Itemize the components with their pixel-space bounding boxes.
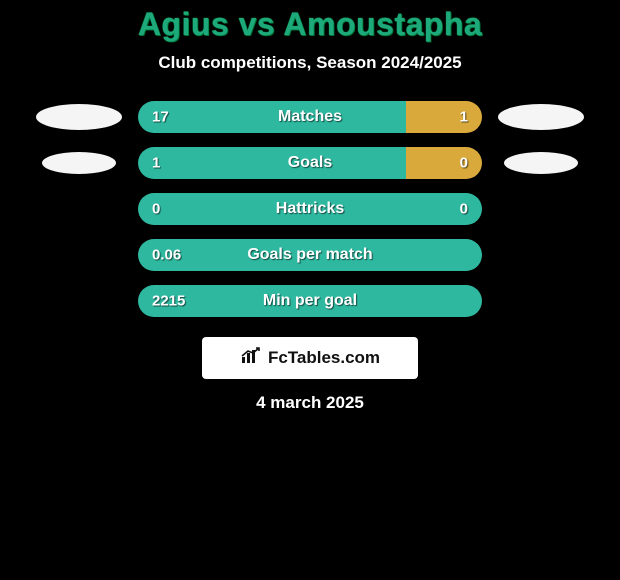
stat-row: 0.06 Goals per match [0, 239, 620, 271]
right-club-logo [498, 148, 584, 178]
bar-right-segment [406, 101, 482, 133]
stat-bar: 17 Matches 1 [138, 101, 482, 133]
stat-value-right: 0 [460, 155, 468, 172]
stat-row: 2215 Min per goal [0, 285, 620, 317]
stat-value-right: 0 [460, 201, 468, 218]
ellipse-icon [42, 152, 116, 174]
stat-row: 0 Hattricks 0 [0, 193, 620, 225]
stat-value-left: 2215 [152, 293, 185, 310]
stat-bar: 1 Goals 0 [138, 147, 482, 179]
stat-rows: 17 Matches 1 1 Goals 0 0 Hattricks 0 0.06 Goals pe… [0, 101, 620, 317]
stat-value-left: 0.06 [152, 247, 181, 264]
bar-left-segment [138, 101, 406, 133]
chart-icon [240, 347, 262, 370]
stat-value-left: 1 [152, 155, 160, 172]
bar-left-segment [138, 147, 406, 179]
date-text: 4 march 2025 [0, 393, 620, 413]
brand-badge: FcTables.com [202, 337, 418, 379]
stat-value-left: 0 [152, 201, 160, 218]
bar-right-segment [406, 147, 482, 179]
stat-value-left: 17 [152, 109, 169, 126]
stat-label: Goals [288, 154, 332, 172]
page-title: Agius vs Amoustapha [0, 6, 620, 43]
stat-label: Matches [278, 108, 342, 126]
stat-row: 17 Matches 1 [0, 101, 620, 133]
stat-label: Min per goal [263, 292, 357, 310]
right-club-logo [498, 102, 584, 132]
stat-bar: 0 Hattricks 0 [138, 193, 482, 225]
left-club-logo [36, 102, 122, 132]
stat-row: 1 Goals 0 [0, 147, 620, 179]
stat-bar: 2215 Min per goal [138, 285, 482, 317]
subtitle: Club competitions, Season 2024/2025 [0, 53, 620, 73]
brand-text: FcTables.com [268, 348, 380, 368]
stat-label: Hattricks [276, 200, 344, 218]
stat-label: Goals per match [247, 246, 372, 264]
comparison-card: Agius vs Amoustapha Club competitions, S… [0, 0, 620, 580]
stat-value-right: 1 [460, 109, 468, 126]
ellipse-icon [36, 104, 122, 130]
stat-bar: 0.06 Goals per match [138, 239, 482, 271]
ellipse-icon [498, 104, 584, 130]
ellipse-icon [504, 152, 578, 174]
left-club-logo [36, 148, 122, 178]
